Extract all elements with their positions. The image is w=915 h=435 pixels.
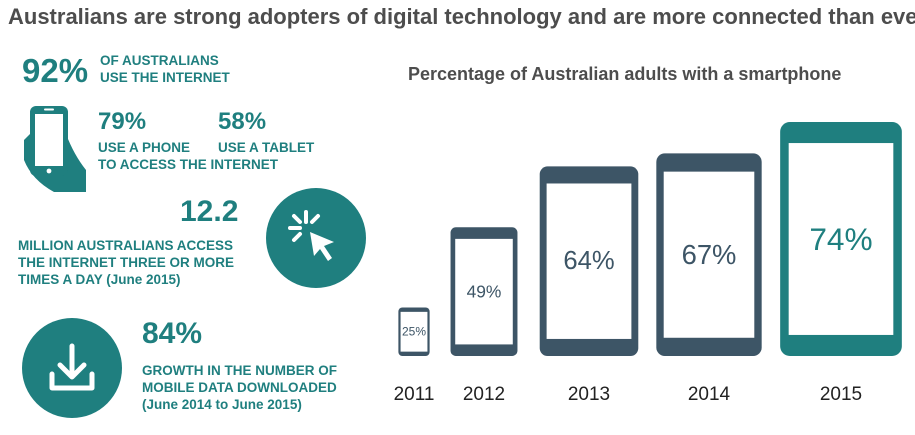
access-caption: TO ACCESS THE INTERNET	[98, 157, 279, 172]
growth-caption-line-2: MOBILE DATA DOWNLOADED	[142, 380, 337, 395]
million-caption-line-1: MILLION AUSTRALIANS ACCESS	[18, 238, 233, 253]
phone-percentage: 79%	[98, 108, 147, 135]
phone-bar-2013: 64% 2013	[539, 166, 639, 405]
phone-bar-screen	[400, 311, 428, 352]
x-tick-label: 2015	[820, 384, 862, 405]
download-icon	[49, 343, 95, 391]
internet-percentage: 92%	[22, 52, 89, 89]
phone-bar-2014: 67% 2014	[656, 153, 762, 405]
infographic-title: Australians are strong adopters of digit…	[8, 4, 915, 29]
phone-bar-screen	[788, 143, 894, 335]
internet-caption-line-1: OF AUSTRALIANS	[100, 53, 219, 68]
chart-title: Percentage of Australian adults with a s…	[408, 64, 842, 84]
tablet-percentage: 58%	[218, 108, 267, 135]
phone-bar-screen	[455, 238, 513, 345]
phone-bar-2011: 25% 2011	[394, 307, 435, 405]
phone-bar-body	[398, 307, 430, 356]
bar-value-label: 67%	[682, 239, 737, 270]
million-caption-line-2: THE INTERNET THREE OR MORE	[18, 255, 235, 270]
bar-value-label: 49%	[467, 282, 502, 302]
x-tick-label: 2014	[688, 384, 731, 405]
phone-bar-body	[656, 153, 762, 356]
x-tick-label: 2012	[463, 384, 505, 405]
tablet-caption: USE A TABLET	[218, 140, 315, 155]
phone-bar-screen	[663, 171, 755, 338]
growth-percentage: 84%	[142, 317, 203, 350]
click-circle	[266, 188, 366, 288]
million-caption-line-3: TIMES A DAY (June 2015)	[18, 272, 181, 287]
phone-bar-2012: 49% 2012	[450, 227, 518, 405]
bar-value-label: 64%	[563, 247, 614, 275]
x-tick-label: 2013	[568, 384, 610, 405]
hand-holding-phone-icon	[24, 106, 86, 192]
phone-bar-body	[539, 166, 639, 356]
phone-caption: USE A PHONE	[98, 140, 191, 155]
bar-value-label: 25%	[402, 325, 426, 339]
million-value: 12.2	[180, 195, 239, 228]
phone-bar-2015: 74% 2015	[780, 122, 902, 405]
phone-bar-screen	[546, 183, 632, 339]
bar-value-label: 74%	[809, 221, 872, 257]
internet-caption-line-2: USE THE INTERNET	[100, 70, 230, 85]
growth-caption-line-3: (June 2014 to June 2015)	[142, 397, 302, 412]
download-circle	[22, 318, 122, 418]
x-tick-label: 2011	[394, 384, 435, 405]
growth-caption-line-1: GROWTH IN THE NUMBER OF	[142, 363, 337, 378]
phone-bar-body	[450, 227, 518, 356]
phone-bar-body	[780, 122, 902, 356]
click-cursor-icon	[288, 210, 334, 261]
